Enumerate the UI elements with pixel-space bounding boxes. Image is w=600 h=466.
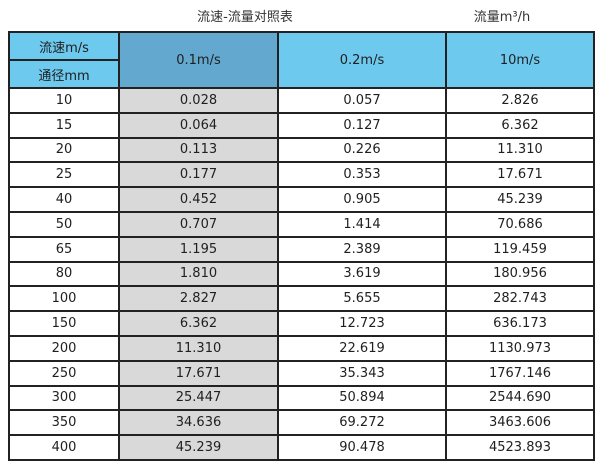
diameter-cell: 150 — [8, 310, 120, 337]
flow-value-cell: 5.655 — [277, 285, 447, 313]
velocity-flow-table: 流速m/s 0.1m/s 0.2m/s 10m/s 通径mm 10 0.028 … — [8, 31, 595, 461]
diameter-cell: 50 — [8, 210, 120, 238]
flow-value-cell: 45.239 — [445, 186, 595, 213]
table-row: 80 1.810 3.619 180.956 — [8, 260, 595, 288]
flow-value-cell: 0.028 — [118, 87, 279, 114]
table-row: 300 25.447 50.894 2544.690 — [8, 384, 595, 412]
flow-value-cell: 0.226 — [277, 136, 447, 164]
flow-value-cell: 1.810 — [118, 260, 279, 288]
flow-value-cell: 17.671 — [445, 161, 595, 189]
table-row: 20 0.113 0.226 11.310 — [8, 136, 595, 164]
flow-value-cell: 0.064 — [118, 111, 279, 139]
flow-value-cell: 11.310 — [118, 334, 279, 362]
flow-value-cell: 69.272 — [277, 409, 447, 437]
flow-value-cell: 3463.606 — [445, 409, 595, 437]
flow-value-cell: 0.452 — [118, 186, 279, 213]
flow-value-cell: 0.905 — [277, 186, 447, 213]
flow-unit-label: 流量m³/h — [473, 10, 531, 25]
title-bar: 流速-流量对照表 流量m³/h — [0, 0, 600, 31]
table-row: 15 0.064 0.127 6.362 — [8, 111, 595, 139]
diameter-cell: 15 — [8, 111, 120, 139]
table-row: 100 2.827 5.655 282.743 — [8, 285, 595, 313]
flow-value-cell: 6.362 — [445, 111, 595, 139]
flow-value-cell: 12.723 — [277, 310, 447, 337]
flow-value-cell: 90.478 — [277, 434, 447, 461]
flow-value-cell: 34.636 — [118, 409, 279, 437]
flow-value-cell: 70.686 — [445, 210, 595, 238]
header-row-bottom: 通径mm — [8, 59, 594, 89]
diameter-cell: 10 — [8, 87, 120, 114]
diameter-cell: 350 — [8, 409, 120, 437]
table-row: 65 1.195 2.389 119.459 — [8, 235, 595, 263]
flow-value-cell: 180.956 — [445, 260, 595, 288]
header-row-top: 流速m/s 0.1m/s 0.2m/s 10m/s — [8, 31, 595, 89]
flow-value-cell: 1.414 — [277, 210, 447, 238]
diameter-cell: 250 — [8, 359, 120, 387]
flow-value-cell: 17.671 — [118, 359, 279, 387]
table-row: 400 45.239 90.478 4523.893 — [8, 434, 595, 461]
flow-value-cell: 50.894 — [277, 384, 447, 412]
column-header-02ms: 0.2m/s — [277, 31, 447, 89]
table-row: 25 0.177 0.353 17.671 — [8, 161, 595, 189]
table-row: 200 11.310 22.619 1130.973 — [8, 334, 595, 362]
flow-value-cell: 35.343 — [277, 359, 447, 387]
column-header-01ms: 0.1m/s — [118, 31, 279, 89]
diameter-cell: 65 — [8, 235, 120, 263]
diameter-cell: 100 — [8, 285, 120, 313]
flow-value-cell: 282.743 — [445, 285, 595, 313]
flow-value-cell: 0.353 — [277, 161, 447, 189]
flow-value-cell: 1.195 — [118, 235, 279, 263]
flow-value-cell: 2544.690 — [445, 384, 595, 412]
flow-value-cell: 2.389 — [277, 235, 447, 263]
flow-value-cell: 0.127 — [277, 111, 447, 139]
table-row: 50 0.707 1.414 70.686 — [8, 210, 595, 238]
diameter-cell: 40 — [8, 186, 120, 213]
diameter-cell: 300 — [8, 384, 120, 412]
flow-value-cell: 0.177 — [118, 161, 279, 189]
diameter-cell: 20 — [8, 136, 120, 164]
diameter-cell: 25 — [8, 161, 120, 189]
flow-value-cell: 4523.893 — [445, 434, 595, 461]
flow-value-cell: 22.619 — [277, 334, 447, 362]
diameter-cell: 200 — [8, 334, 120, 362]
flow-value-cell: 1767.146 — [445, 359, 595, 387]
table-row: 350 34.636 69.272 3463.606 — [8, 409, 595, 437]
flow-value-cell: 119.459 — [445, 235, 595, 263]
flow-value-cell: 0.113 — [118, 136, 279, 164]
table-row: 10 0.028 0.057 2.826 — [8, 87, 595, 114]
flow-value-cell: 0.707 — [118, 210, 279, 238]
flow-value-cell: 0.057 — [277, 87, 447, 114]
table-row: 40 0.452 0.905 45.239 — [8, 186, 595, 213]
flow-value-cell: 2.826 — [445, 87, 595, 114]
flow-value-cell: 45.239 — [118, 434, 279, 461]
column-header-10ms: 10m/s — [445, 31, 595, 89]
flow-value-cell: 3.619 — [277, 260, 447, 288]
table-row: 250 17.671 35.343 1767.146 — [8, 359, 595, 387]
flow-value-cell: 6.362 — [118, 310, 279, 337]
flow-value-cell: 25.447 — [118, 384, 279, 412]
diameter-cell: 400 — [8, 434, 120, 461]
flow-value-cell: 636.173 — [445, 310, 595, 337]
page-title: 流速-流量对照表 — [197, 10, 293, 25]
diameter-cell: 80 — [8, 260, 120, 288]
flow-value-cell: 11.310 — [445, 136, 595, 164]
corner-velocity-label: 流速m/s — [8, 31, 120, 61]
corner-diameter-label: 通径mm — [8, 59, 120, 89]
table-row: 150 6.362 12.723 636.173 — [8, 310, 595, 337]
flow-value-cell: 2.827 — [118, 285, 279, 313]
flow-value-cell: 1130.973 — [445, 334, 595, 362]
